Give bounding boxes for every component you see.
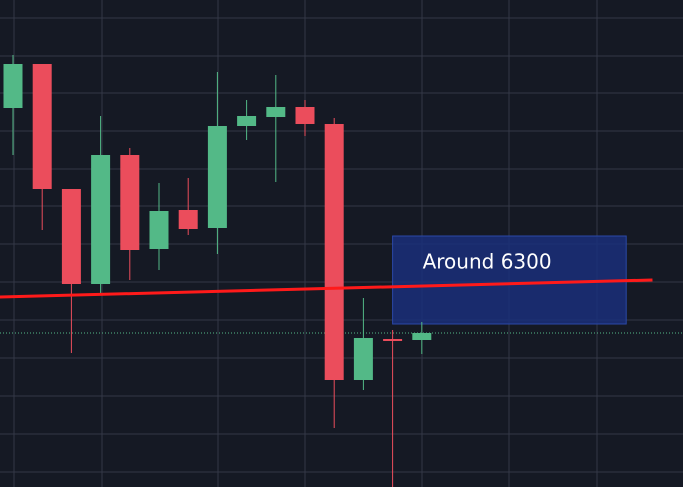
candle-body	[266, 107, 286, 117]
candle-body	[207, 126, 227, 228]
candle-body	[295, 107, 315, 124]
candle-body	[149, 211, 169, 249]
annotation-box	[392, 235, 627, 325]
candle-body	[412, 333, 432, 340]
trendline	[0, 278, 653, 299]
candle-body	[32, 64, 52, 189]
candle-body	[237, 116, 257, 126]
annotation-text: Around 6300	[423, 250, 552, 274]
candle-body	[383, 339, 403, 341]
candle-body	[3, 64, 23, 108]
candle-body	[91, 155, 111, 284]
candle-body	[353, 338, 373, 380]
candle-body	[324, 124, 344, 380]
candle-body	[178, 210, 198, 229]
candle-body	[120, 155, 140, 250]
candle-body	[61, 189, 81, 284]
